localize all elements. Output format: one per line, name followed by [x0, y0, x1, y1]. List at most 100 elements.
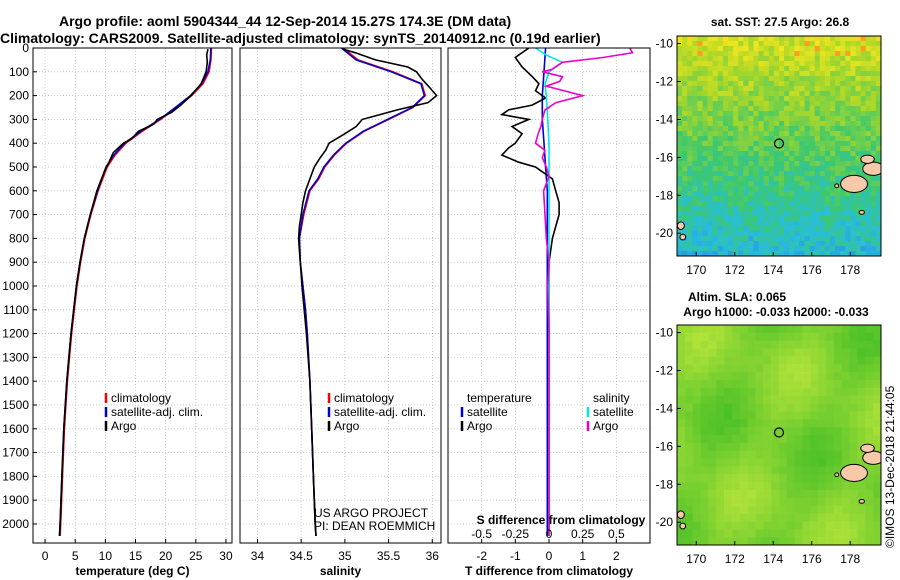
y-tick-label: 300: [9, 112, 29, 126]
sst-cell: [845, 101, 851, 107]
sst-cell: [733, 216, 739, 222]
sst-cell: [702, 36, 708, 42]
sst-cell: [789, 81, 795, 87]
sla-cell: [865, 482, 874, 491]
sst-cell: [748, 176, 754, 182]
sla-cell: [755, 490, 764, 499]
sst-cell: [860, 56, 867, 62]
sla-cell: [755, 403, 764, 412]
sst-cell: [819, 156, 826, 162]
sst-cell: [738, 86, 744, 92]
sst-cell: [707, 71, 714, 77]
sst-cell: [687, 126, 693, 132]
sst-cell: [722, 196, 729, 202]
sst-cell: [758, 231, 765, 237]
sst-cell: [722, 41, 729, 47]
sst-cell: [830, 141, 836, 147]
sst-cell: [768, 46, 775, 52]
sst-cell: [835, 131, 841, 137]
sla-cell: [826, 513, 835, 522]
sst-cell: [824, 161, 831, 167]
sst-cell: [763, 171, 770, 177]
sst-cell: [712, 81, 719, 87]
sla-cell: [708, 411, 717, 420]
x-tick-label: 30: [219, 549, 233, 563]
sla-cell: [857, 435, 866, 444]
sst-cell: [773, 116, 780, 122]
sst-cell: [799, 111, 805, 117]
sst-cell: [702, 221, 708, 227]
sst-cell: [845, 216, 851, 222]
sst-cell: [875, 221, 881, 227]
sla-cell: [826, 537, 835, 545]
sla-cell: [755, 411, 764, 420]
sst-cell: [845, 91, 851, 97]
sst-cell: [763, 41, 770, 47]
sst-cell: [677, 181, 683, 187]
sst-cell: [763, 111, 770, 117]
sst-cell: [804, 86, 810, 92]
sla-cell: [700, 348, 709, 357]
sst-cell: [794, 246, 800, 252]
sst-cell: [845, 236, 851, 242]
sla-cell: [731, 521, 741, 530]
sst-cell: [814, 176, 821, 182]
series-line-satellite-adj-clim-: [58, 48, 212, 536]
sst-cell: [804, 201, 810, 207]
sla-cell: [810, 395, 819, 405]
series-line-temperature-satellite: [541, 48, 549, 536]
sst-cell: [738, 121, 744, 127]
sst-cell: [753, 131, 759, 137]
sst-cell: [784, 191, 790, 197]
sst-cell: [850, 196, 856, 202]
sst-cell: [712, 221, 719, 227]
sla-cell: [771, 521, 780, 530]
sst-cell: [850, 241, 856, 247]
sst-cell: [840, 251, 846, 256]
sla-cell: [739, 466, 749, 475]
sst-cell: [794, 136, 800, 142]
sst-cell: [697, 131, 703, 137]
sst-cell: [763, 231, 770, 237]
sla-cell: [700, 513, 709, 522]
sst-cell: [768, 41, 775, 47]
sla-cell: [833, 395, 843, 405]
y-tick-label: 1900: [2, 493, 29, 507]
sst-cell: [677, 81, 683, 87]
sst-cell: [753, 251, 759, 256]
sst-cell: [840, 116, 846, 122]
sst-cell: [758, 236, 765, 242]
sst-cell: [819, 251, 826, 256]
sst-cell: [763, 131, 770, 137]
sst-cell: [733, 246, 739, 252]
sst-cell: [784, 246, 790, 252]
sla-cell: [684, 529, 694, 538]
sst-cell: [830, 211, 836, 217]
sst-cell: [728, 91, 734, 97]
sst-cell: [692, 71, 698, 77]
sla-cell: [716, 372, 725, 381]
sst-cell: [830, 206, 836, 212]
sla-cell: [826, 403, 835, 412]
sst-cell: [824, 106, 831, 112]
sla-cell: [786, 537, 796, 545]
sst-cell: [692, 156, 698, 162]
sst-cell: [830, 251, 836, 256]
sst-cell: [845, 171, 851, 177]
sst-cell: [712, 211, 719, 217]
sst-cell: [809, 221, 816, 227]
sst-cell: [784, 186, 790, 192]
sst-cell: [692, 106, 698, 112]
sst-cell: [819, 181, 826, 187]
sst-cell: [722, 181, 729, 187]
sst-cell: [804, 206, 810, 212]
sst-cell: [779, 241, 785, 247]
sst-cell: [712, 196, 719, 202]
sla-cell: [818, 529, 827, 538]
sla-cell: [802, 442, 811, 452]
sla-cell: [865, 395, 874, 405]
sla-cell: [833, 348, 843, 357]
sla-cell: [818, 505, 827, 515]
sst-cell: [677, 161, 683, 167]
sst-cell: [845, 61, 851, 67]
